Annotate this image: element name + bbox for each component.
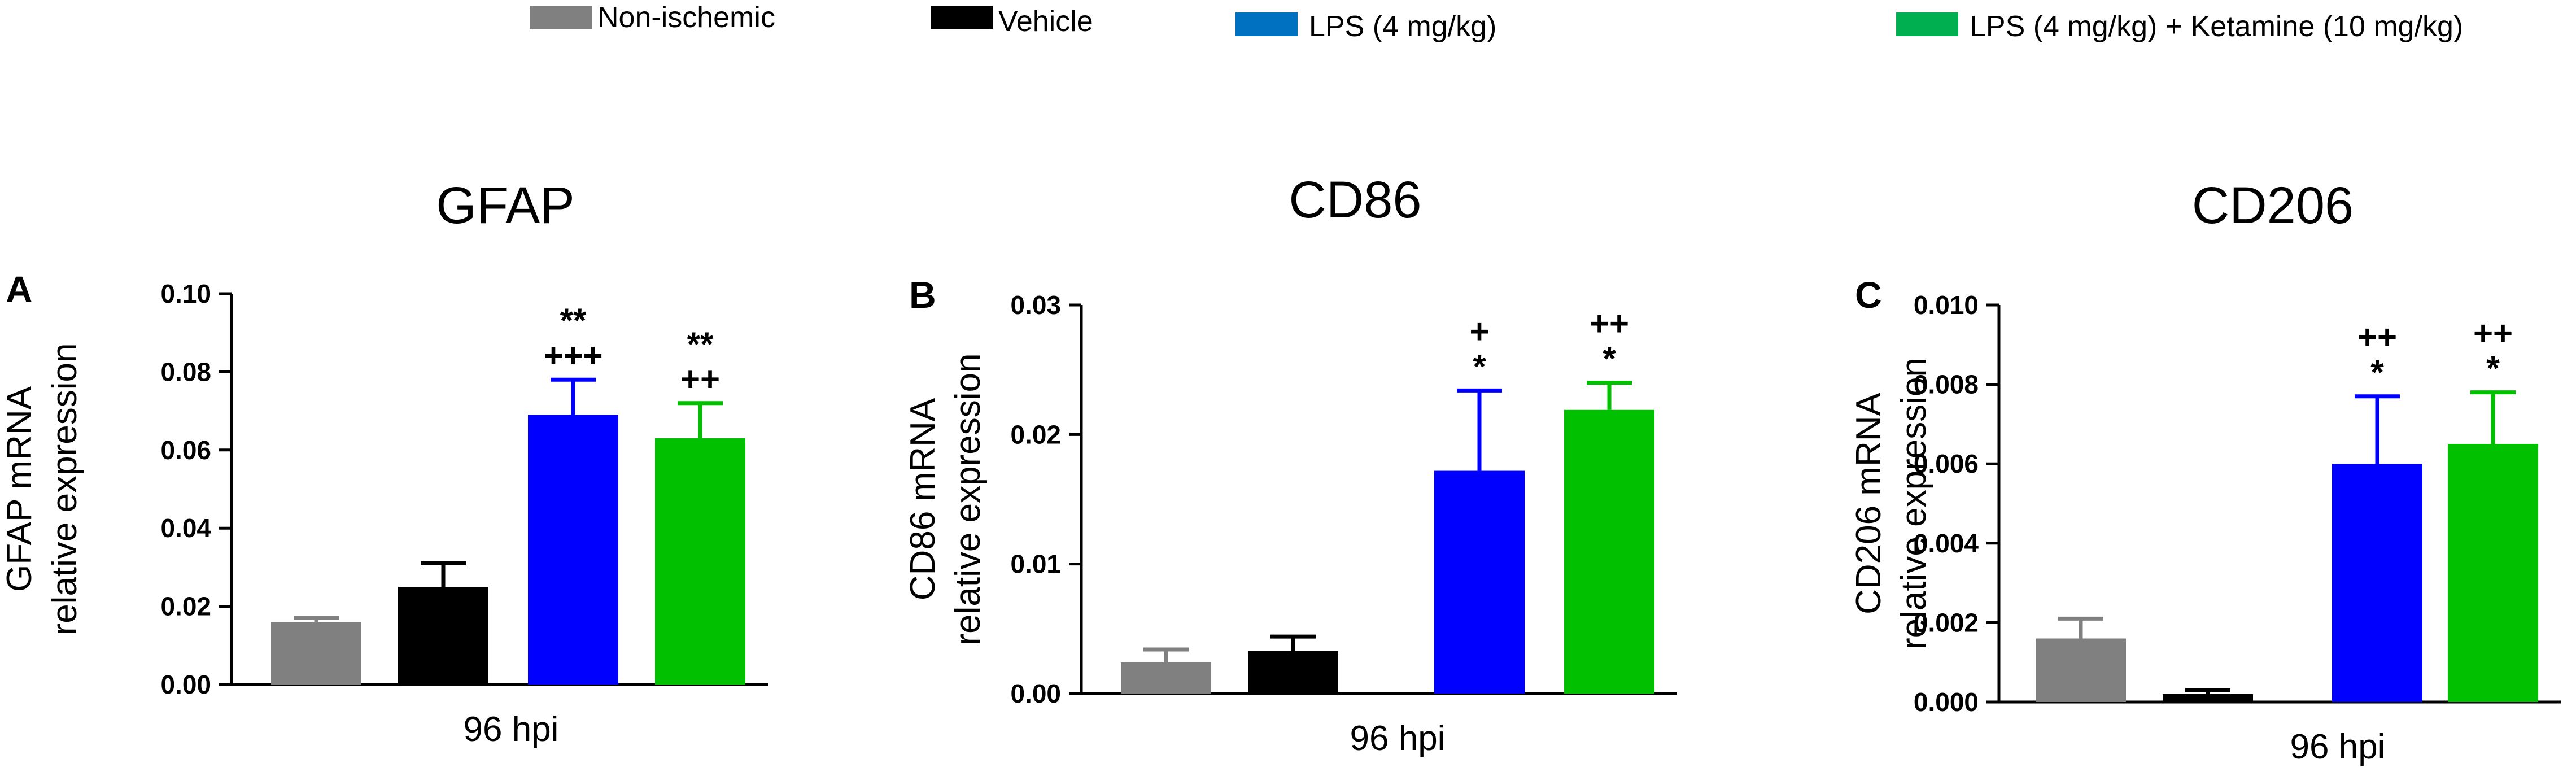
bar <box>528 415 618 685</box>
panel-c: CD206 C CD206 mRNA relative expression 0.000… <box>1849 177 2561 766</box>
legend-swatch <box>1235 12 1298 36</box>
panel-letter: B <box>909 274 936 316</box>
panel-letter: C <box>1855 274 1882 316</box>
x-axis-label: 96 hpi <box>464 710 559 749</box>
bar <box>655 438 745 685</box>
bar <box>1564 409 1654 694</box>
significance-mark: ++ <box>2473 315 2513 352</box>
y-tick-label: 0.008 <box>1914 370 1979 399</box>
panel-title: CD206 <box>2192 177 2354 234</box>
significance-mark: +++ <box>543 337 602 374</box>
y-tick-label: 0.00 <box>160 670 211 699</box>
legend-item: LPS (4 mg/kg) <box>1235 10 1496 43</box>
significance-mark: ** <box>687 325 714 363</box>
significance-mark: ** <box>560 302 587 339</box>
y-tick-label: 0.03 <box>1010 290 1061 320</box>
significance-mark: * <box>2486 350 2500 387</box>
bar <box>271 622 361 685</box>
legend-swatch <box>931 6 993 29</box>
y-tick-label: 0.004 <box>1914 529 1979 558</box>
panel-title: GFAP <box>436 177 574 234</box>
legend-swatch <box>530 6 592 29</box>
x-axis-label: 96 hpi <box>1350 719 1446 758</box>
panel-b: CD86 B CD86 mRNA relative expression 0.00 0.0… <box>903 171 1677 758</box>
bar <box>2332 464 2422 702</box>
significance-mark: ++ <box>680 360 720 398</box>
legend-item: Vehicle <box>931 5 1093 38</box>
y-tick-label: 0.08 <box>160 357 211 386</box>
significance-mark: * <box>1603 340 1616 378</box>
y-tick-label: 0.006 <box>1914 449 1979 478</box>
y-tick-label: 0.002 <box>1914 608 1979 637</box>
legend-item: Non-ischemic <box>530 1 775 34</box>
y-tick-label: 0.01 <box>1010 550 1061 579</box>
y-tick-label: 0.04 <box>160 513 211 543</box>
legend-label: LPS (4 mg/kg) <box>1309 10 1496 43</box>
panel-title: CD86 <box>1289 171 1421 229</box>
bar <box>2163 694 2253 702</box>
panel-a: GFAP A GFAP mRNA relative expression 0.00 0.0… <box>0 177 768 749</box>
significance-mark: * <box>1473 347 1486 385</box>
y-tick-label: 0.10 <box>160 279 211 308</box>
bar <box>1248 651 1338 694</box>
legend-swatch <box>1896 12 1958 36</box>
bar <box>2448 444 2538 702</box>
legend-item: LPS (4 mg/kg) + Ketamine (10 mg/kg) <box>1896 10 2463 43</box>
bar <box>2036 638 2126 702</box>
y-axis-label: relative expression <box>949 354 988 646</box>
significance-mark: ++ <box>2357 319 2397 356</box>
y-tick-label: 0.010 <box>1914 290 1979 320</box>
y-tick-label: 0.02 <box>1010 420 1061 449</box>
bar <box>1434 470 1525 694</box>
legend-label: LPS (4 mg/kg) + Ketamine (10 mg/kg) <box>1970 10 2463 43</box>
legend-label: Vehicle <box>998 5 1093 38</box>
bar <box>1121 662 1211 694</box>
y-axis-label: GFAP mRNA <box>0 386 39 592</box>
panel-letter: A <box>6 268 33 310</box>
y-axis-label: CD206 mRNA <box>1849 392 1888 614</box>
y-axis-label: CD86 mRNA <box>903 398 942 600</box>
y-tick-label: 0.02 <box>160 592 211 621</box>
significance-mark: ++ <box>1590 305 1629 343</box>
legend-label: Non-ischemic <box>597 1 775 34</box>
y-axis-label: relative expression <box>1894 358 1933 649</box>
y-tick-label: 0.00 <box>1010 679 1061 708</box>
significance-mark: + <box>1469 312 1489 350</box>
y-axis-label: relative expression <box>45 343 84 635</box>
y-tick-label: 0.000 <box>1914 687 1979 717</box>
legend: Non-ischemic Vehicle LPS (4 mg/kg) LPS (4 m… <box>530 1 2463 43</box>
bar <box>398 587 488 685</box>
x-axis-label: 96 hpi <box>2290 727 2386 766</box>
y-tick-label: 0.06 <box>160 435 211 465</box>
significance-mark: * <box>2370 354 2384 391</box>
